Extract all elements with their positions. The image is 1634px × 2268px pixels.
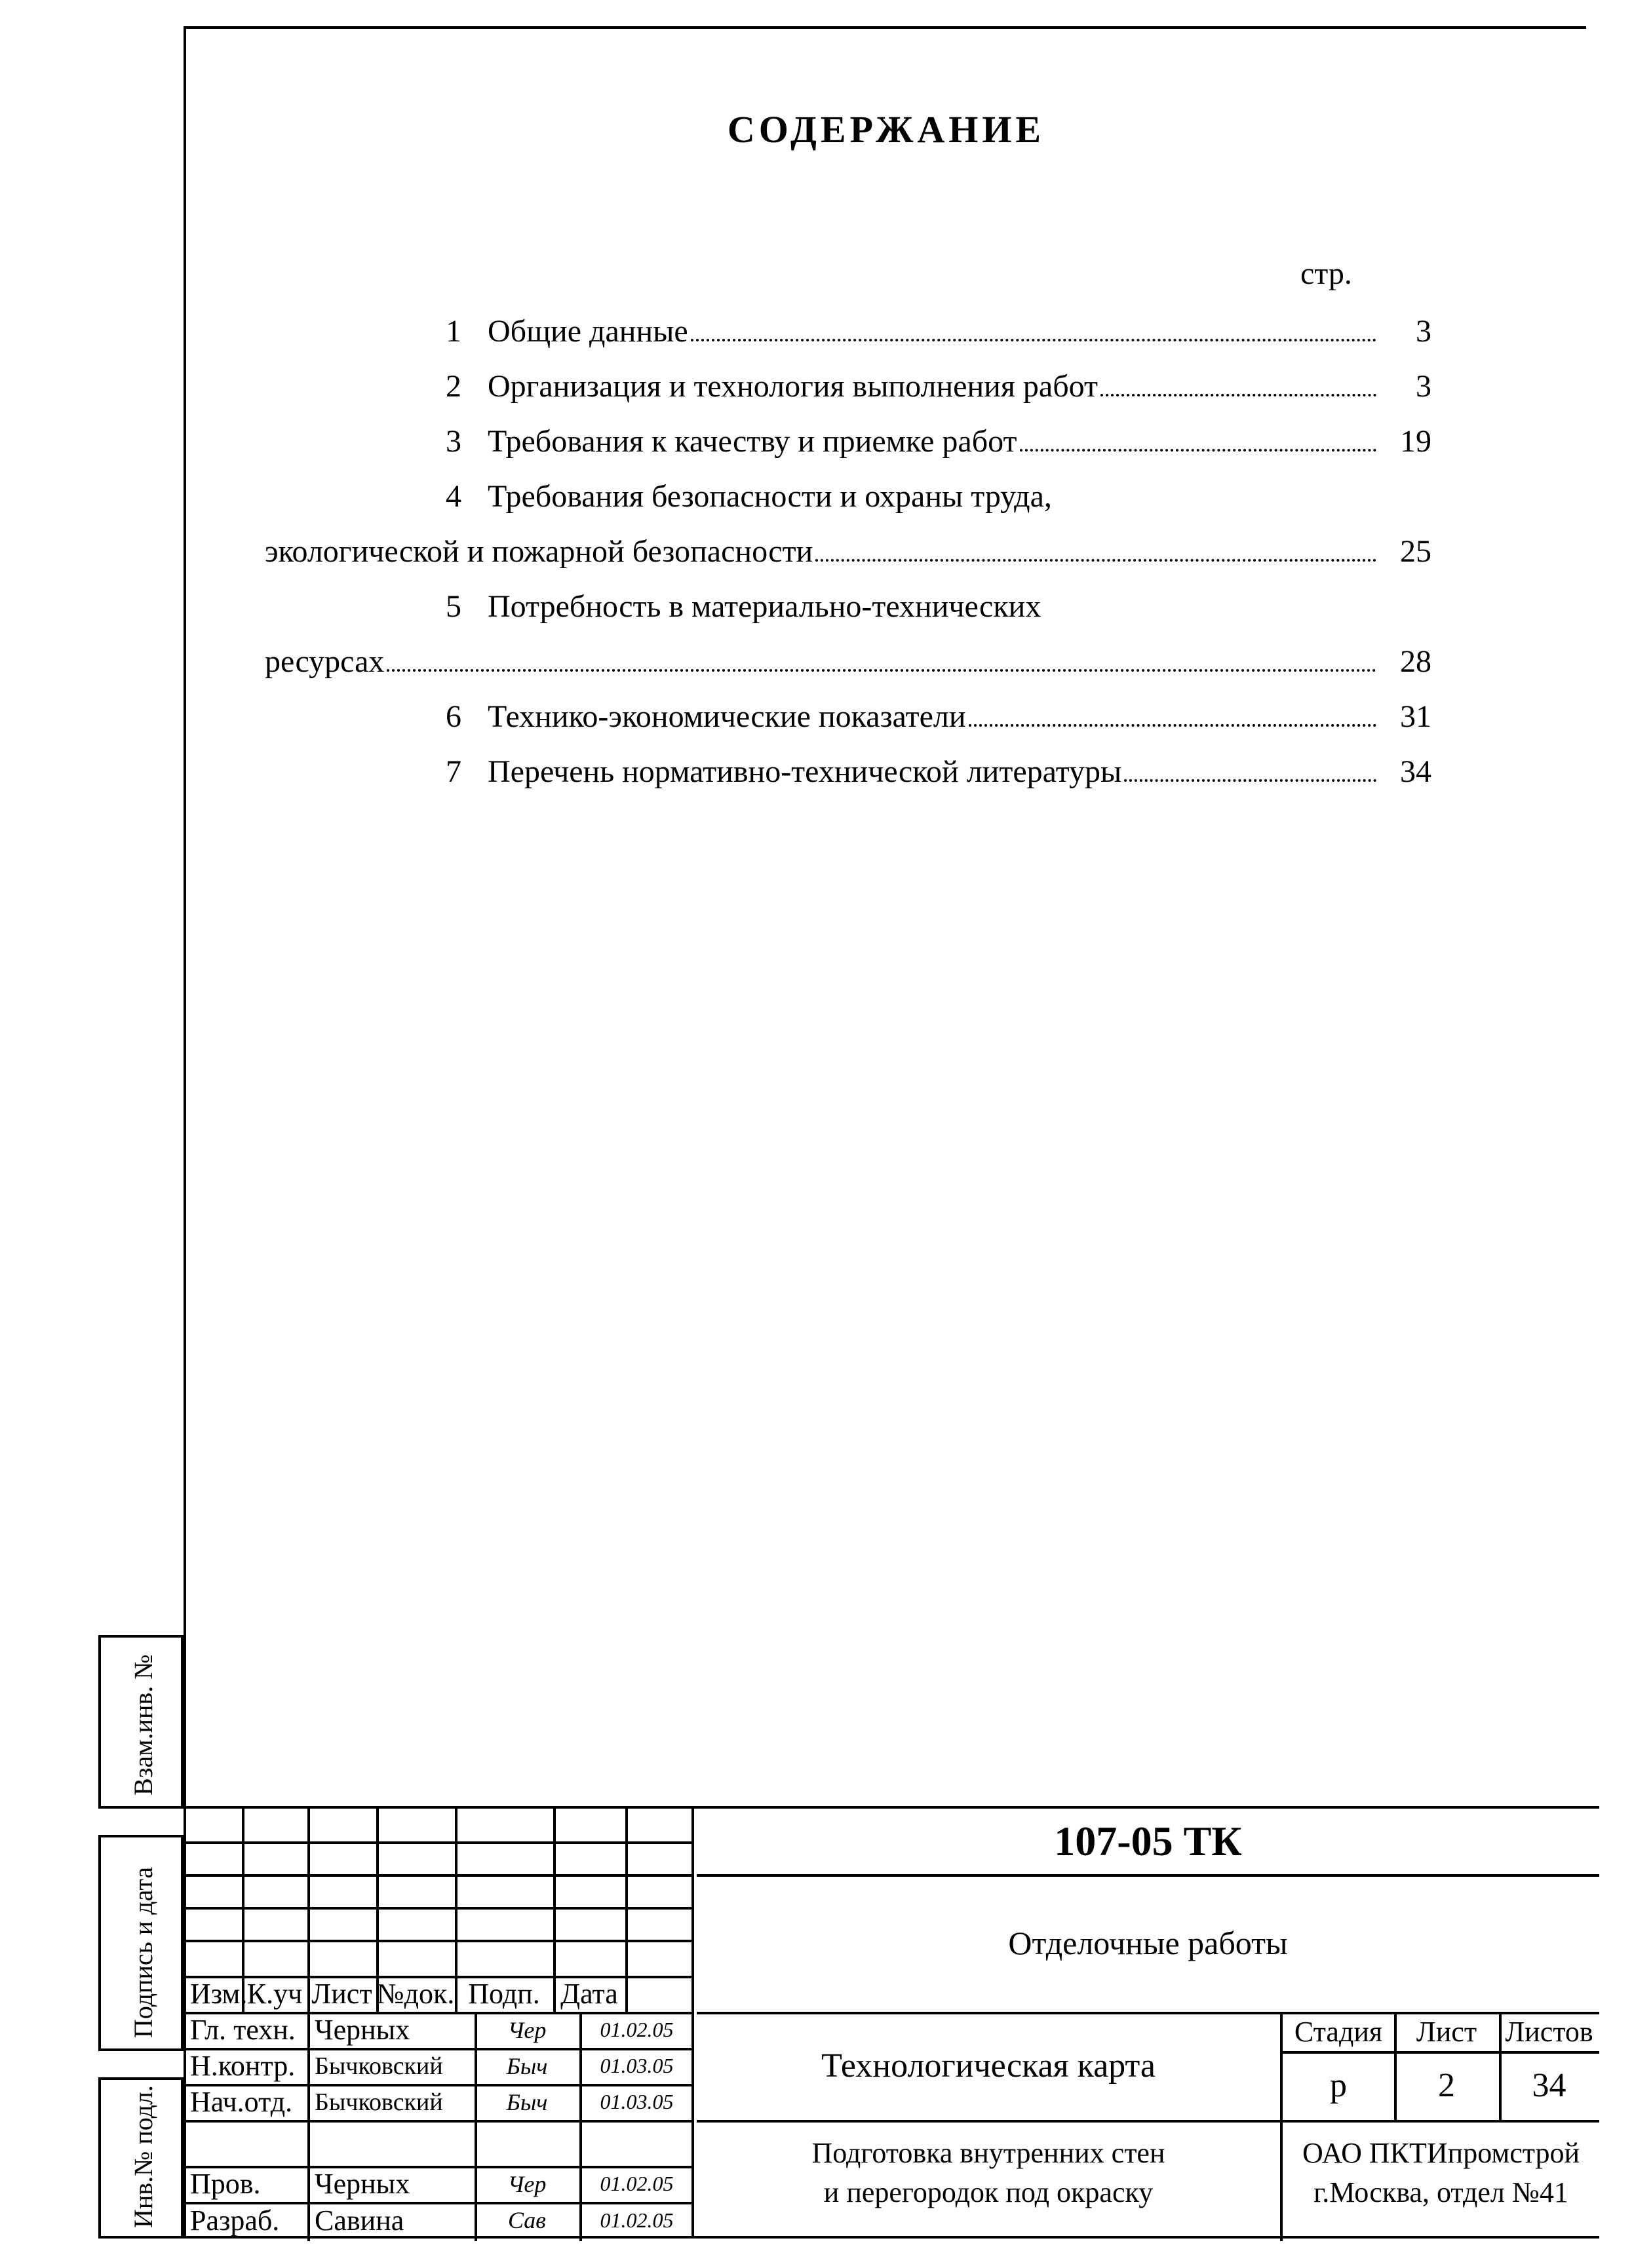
side-label-inv: Инв.№ подл. — [128, 2085, 159, 2228]
rev-date: 01.03.05 — [579, 2084, 694, 2120]
toc-row: 1 Общие данные 3 — [265, 304, 1431, 359]
doc-code: 107-05 ТК — [697, 1809, 1599, 1874]
toc-row: 2 Организация и технология выполнения ра… — [265, 359, 1431, 414]
toc-row: 7 Перечень нормативно-технической литера… — [265, 744, 1431, 799]
toc-row: 3 Требования к качеству и приемке работ … — [265, 414, 1431, 469]
rev-name: Бычковский — [311, 2084, 475, 2120]
org-line-2: г.Москва, отдел №41 — [1283, 2172, 1599, 2212]
toc-page: 34 — [1379, 744, 1431, 799]
rev-date: 01.03.05 — [579, 2048, 694, 2084]
toc-leader — [691, 310, 1376, 341]
toc-text: Потребность в материально-технических — [488, 579, 1041, 634]
toc-text: Технико-экономические показатели — [488, 689, 966, 744]
rev-sig: Быч — [475, 2048, 579, 2084]
title-block: Изм. К.уч Лист №док. Подп. Дата Гл. техн… — [184, 1806, 1599, 2239]
rev-role: Пров. — [186, 2166, 307, 2202]
doc-description: Подготовка внутренних стен и перегородок… — [697, 2120, 1280, 2241]
toc-text: Требования к качеству и приемке работ — [488, 414, 1017, 469]
rev-h-list: Лист — [307, 1976, 376, 2012]
toc-row: 4 Требования безопасности и охраны труда… — [265, 469, 1431, 524]
rev-date: 01.02.05 — [579, 2012, 694, 2048]
sheet-val: 2 — [1394, 2051, 1499, 2120]
rev-role: Нач.отд. — [186, 2084, 307, 2120]
table-of-contents: 1 Общие данные 3 2 Организация и техноло… — [265, 304, 1431, 799]
toc-text: Перечень нормативно-технической литерату… — [488, 744, 1121, 799]
side-label-podpis: Подпись и дата — [128, 1867, 159, 2038]
title-block-right: 107-05 ТК Отделочные работы Технологичес… — [697, 1809, 1599, 2236]
rev-sig: Чер — [475, 2012, 579, 2048]
page: СОДЕРЖАНИЕ стр. 1 Общие данные 3 2 Орган… — [0, 0, 1634, 2268]
doc-title: СОДЕРЖАНИЕ — [186, 107, 1586, 151]
toc-num: 1 — [265, 304, 488, 359]
toc-num: 5 — [265, 579, 488, 634]
toc-page: 3 — [1379, 359, 1431, 414]
rev-name: Савина — [311, 2202, 475, 2239]
rev-sig: Чер — [475, 2166, 579, 2202]
rev-h-kuch: К.уч — [242, 1976, 307, 2012]
rev-date: 01.02.05 — [579, 2202, 694, 2239]
toc-page: 19 — [1379, 414, 1431, 469]
toc-text: Требования безопасности и охраны труда, — [488, 469, 1052, 524]
toc-page: 28 — [1379, 634, 1431, 689]
stage-val: р — [1283, 2051, 1394, 2120]
toc-num: 2 — [265, 359, 488, 414]
toc-num: 3 — [265, 414, 488, 469]
desc-line-1: Подготовка внутренних стен — [697, 2133, 1280, 2172]
sheet-h: Лист — [1394, 2012, 1499, 2051]
toc-num: 6 — [265, 689, 488, 744]
desc-line-2: и перегородок под окраску — [697, 2172, 1280, 2212]
content-frame: СОДЕРЖАНИЕ стр. 1 Общие данные 3 2 Орган… — [184, 26, 1586, 1806]
side-label-vzam: Взам.инв. № — [128, 1655, 159, 1796]
toc-row: 6 Технико-экономические показатели 31 — [265, 689, 1431, 744]
toc-row: 5 Потребность в материально-технических — [265, 579, 1431, 634]
rev-role: Гл. техн. — [186, 2012, 307, 2048]
toc-row-cont: ресурсах 28 — [265, 634, 1431, 689]
doc-subtitle-2: Технологическая карта — [697, 2012, 1280, 2120]
toc-text: экологической и пожарной безопасности — [265, 524, 813, 579]
rev-sig: Сав — [475, 2202, 579, 2239]
toc-leader — [387, 640, 1376, 672]
sheets-val: 34 — [1499, 2051, 1599, 2120]
doc-subtitle-1: Отделочные работы — [697, 1874, 1599, 2012]
rev-h-data: Дата — [553, 1976, 625, 2012]
rev-role: Разраб. — [186, 2202, 307, 2239]
toc-text: Общие данные — [488, 304, 688, 359]
rev-sig: Быч — [475, 2084, 579, 2120]
organization-box: ОАО ПКТИпромстрой г.Москва, отдел №41 — [1280, 2120, 1599, 2241]
toc-leader — [815, 530, 1376, 562]
rev-role: Н.контр. — [186, 2048, 307, 2084]
rev-name: Черных — [311, 2166, 475, 2202]
toc-num: 7 — [265, 744, 488, 799]
rev-name: Бычковский — [311, 2048, 475, 2084]
toc-leader — [1100, 365, 1376, 396]
rev-h-ndok: №док. — [376, 1976, 455, 2012]
toc-text: ресурсах — [265, 634, 384, 689]
stage-h: Стадия — [1283, 2012, 1394, 2051]
rev-h-izm: Изм. — [186, 1976, 242, 2012]
stage-sheet-box: Стадия Лист Листов р 2 34 — [1280, 2012, 1599, 2120]
org-line-1: ОАО ПКТИпромстрой — [1283, 2133, 1599, 2172]
toc-leader — [1124, 750, 1376, 782]
toc-leader — [1020, 420, 1377, 452]
revision-table: Изм. К.уч Лист №док. Подп. Дата Гл. техн… — [186, 1809, 694, 2236]
rev-date: 01.02.05 — [579, 2166, 694, 2202]
rev-name: Черных — [311, 2012, 475, 2048]
toc-text: Организация и технология выполнения рабо… — [488, 359, 1098, 414]
page-column-label: стр. — [1300, 256, 1352, 292]
toc-page: 31 — [1379, 689, 1431, 744]
toc-page: 3 — [1379, 304, 1431, 359]
toc-row-cont: экологической и пожарной безопасности 25 — [265, 524, 1431, 579]
sheets-h: Листов — [1499, 2012, 1599, 2051]
toc-leader — [969, 695, 1376, 727]
rev-h-podp: Подп. — [455, 1976, 553, 2012]
toc-num: 4 — [265, 469, 488, 524]
toc-page: 25 — [1379, 524, 1431, 579]
